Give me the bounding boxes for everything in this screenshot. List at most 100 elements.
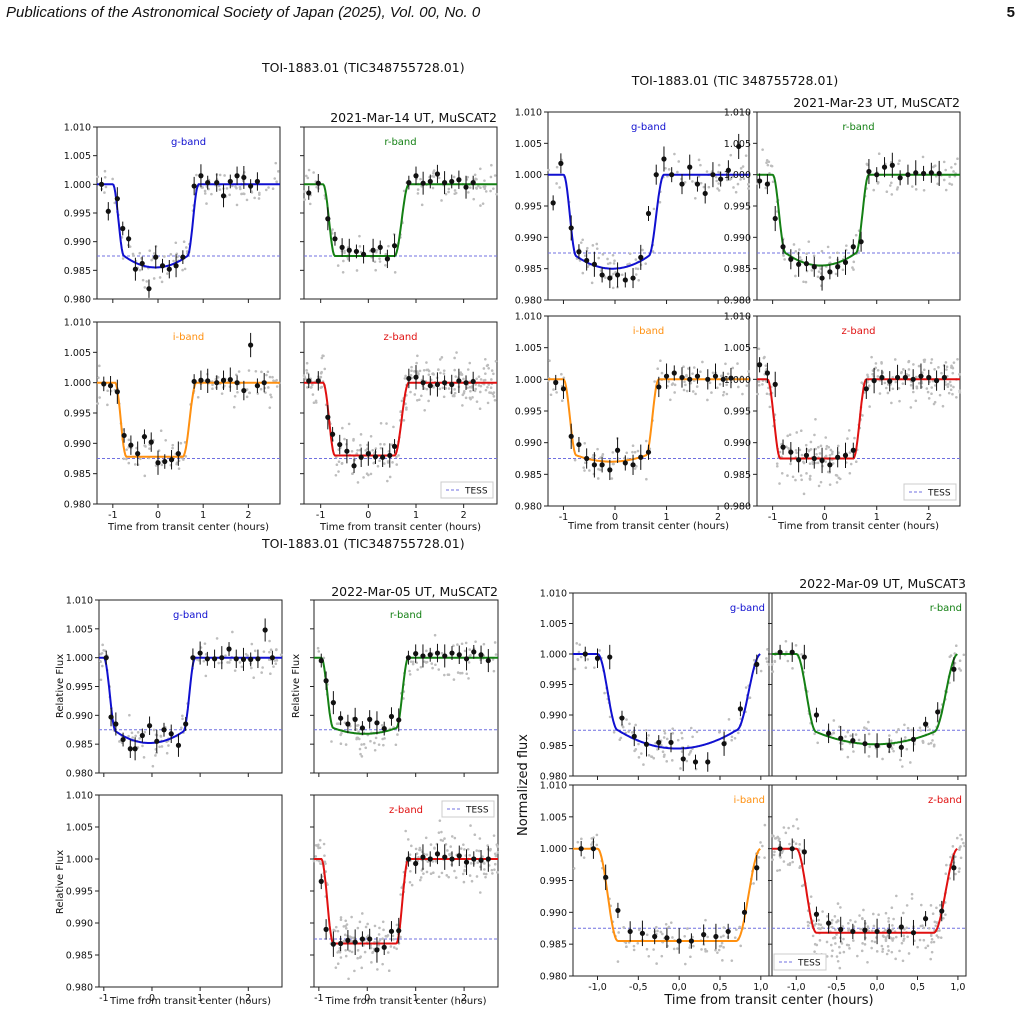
raw-point [233, 394, 237, 398]
raw-point [867, 732, 871, 736]
binned-point [168, 731, 174, 737]
page-number: 5 [1006, 4, 1015, 21]
raw-point [867, 720, 870, 724]
binned-point [204, 656, 210, 662]
x-tick-label: 1 [413, 510, 419, 521]
raw-point [672, 947, 676, 951]
binned-point [337, 441, 343, 448]
raw-point [481, 202, 485, 205]
binned-point [377, 244, 383, 250]
raw-point [651, 250, 655, 253]
binned-point [325, 414, 331, 420]
raw-point [718, 730, 722, 734]
raw-point [861, 942, 864, 945]
y-tick-label: 0.995 [540, 876, 567, 887]
raw-point [437, 831, 441, 834]
x-axis-label: Time from transit center (hours) [109, 996, 271, 1007]
binned-point [862, 927, 868, 933]
raw-point [595, 843, 599, 847]
raw-point [237, 370, 241, 373]
raw-point [96, 402, 100, 405]
raw-point [856, 954, 859, 958]
raw-point [647, 955, 651, 958]
raw-point [456, 643, 459, 646]
raw-point [122, 457, 126, 461]
binned-point [205, 180, 211, 186]
binned-point [788, 449, 794, 455]
binned-point [788, 256, 794, 262]
raw-point [164, 439, 167, 442]
binned-point [825, 730, 832, 736]
raw-point [716, 187, 719, 190]
binned-point [449, 178, 455, 185]
raw-point [250, 666, 253, 670]
raw-point [279, 653, 283, 657]
raw-point [952, 361, 956, 364]
raw-point [944, 361, 948, 364]
raw-point [182, 240, 186, 244]
raw-point [128, 713, 131, 717]
raw-point [418, 846, 422, 850]
y-tick-label: 1.005 [66, 823, 93, 834]
raw-point [933, 384, 937, 387]
journal-name: Publications of the Astronomical Society… [6, 4, 334, 21]
binned-point [879, 374, 885, 381]
raw-point [937, 366, 940, 369]
y-tick-label: 0.980 [64, 500, 91, 511]
raw-point [423, 408, 426, 412]
raw-point [440, 356, 444, 359]
raw-point [624, 941, 628, 945]
binned-point [367, 716, 373, 722]
raw-point [798, 448, 802, 452]
binned-point [261, 380, 267, 386]
raw-point [399, 410, 402, 414]
raw-point [912, 363, 915, 366]
raw-point [360, 743, 363, 746]
x-tick-label: 1 [664, 512, 670, 523]
x-tick-label: -1 [316, 510, 325, 521]
x-tick-label: 0 [155, 510, 161, 521]
raw-point [900, 370, 903, 374]
binned-point [941, 374, 947, 381]
raw-point [870, 929, 874, 933]
raw-point [812, 254, 816, 258]
raw-point [494, 359, 498, 363]
raw-point [835, 933, 838, 936]
raw-point [610, 477, 614, 480]
binned-point [315, 378, 321, 384]
raw-point [958, 389, 962, 393]
raw-point [958, 659, 962, 663]
raw-point [348, 935, 352, 938]
binned-point [345, 721, 351, 727]
raw-point [171, 446, 174, 450]
raw-point [786, 474, 789, 477]
binned-point [155, 460, 161, 466]
raw-point [769, 164, 773, 168]
raw-point [722, 934, 725, 938]
raw-point [903, 723, 906, 727]
raw-point [486, 844, 489, 847]
raw-point [809, 895, 813, 898]
model-curve [304, 183, 497, 257]
raw-point [944, 913, 947, 916]
binned-point [220, 193, 227, 199]
raw-point [935, 906, 938, 910]
raw-point [204, 653, 208, 656]
raw-point [687, 753, 691, 756]
raw-point [478, 390, 482, 394]
raw-point [432, 172, 435, 175]
raw-point [388, 475, 392, 479]
raw-point [395, 947, 398, 951]
raw-point [710, 391, 713, 394]
binned-point [679, 181, 685, 187]
raw-point [775, 464, 779, 468]
raw-point [669, 398, 672, 402]
binned-point [306, 378, 312, 384]
raw-point [958, 867, 961, 870]
raw-point [766, 648, 769, 651]
binned-point [902, 374, 908, 381]
raw-point [891, 927, 894, 931]
raw-point [100, 651, 104, 655]
binned-point [680, 756, 686, 762]
raw-point [160, 280, 164, 284]
